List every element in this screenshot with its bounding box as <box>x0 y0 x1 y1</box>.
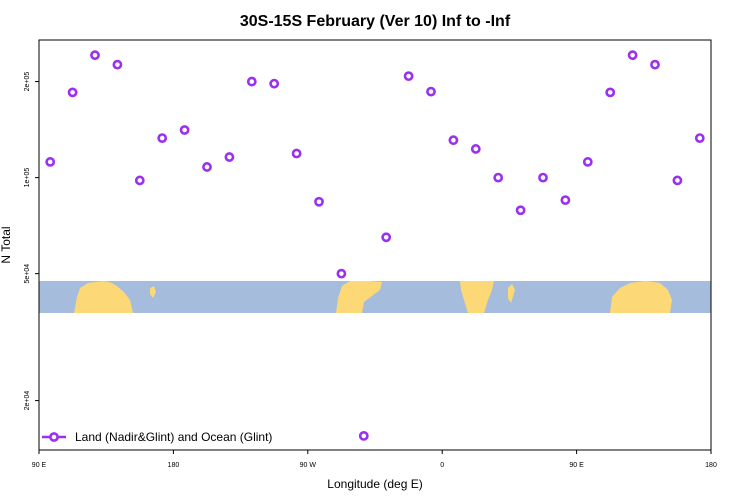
x-tick-label: 180 <box>168 462 180 469</box>
data-point <box>90 50 100 61</box>
data-point <box>560 195 571 206</box>
y-tick-label: 1e+05 <box>24 168 31 188</box>
data-point <box>112 59 123 70</box>
data-point <box>694 133 705 143</box>
data-point <box>403 71 414 82</box>
madagascar-land-2 <box>508 284 515 303</box>
south-america-land <box>336 281 382 313</box>
data-point <box>291 148 302 159</box>
plot-frame <box>38 39 712 451</box>
x-tick-label: 0 <box>440 462 444 469</box>
data-point <box>381 232 392 243</box>
legend: Land (Nadir&Glint) and Ocean (Glint) <box>42 430 272 444</box>
x-tick-label: 90 E <box>569 462 584 469</box>
y-axis-label: N Total <box>0 226 13 263</box>
data-point <box>650 59 660 70</box>
data-point <box>179 125 190 135</box>
data-points <box>45 50 705 441</box>
y-axis-ticks: 2e+04 5e+04 1e+05 2e+05 <box>24 72 39 411</box>
world-map-band <box>39 281 711 313</box>
data-point <box>582 157 593 167</box>
x-tick-label: 180 <box>705 462 717 469</box>
data-point <box>314 196 324 207</box>
data-point <box>426 86 436 97</box>
x-tick-label: 90 E <box>32 462 47 469</box>
x-axis-ticks: 90 E 180 90 W 0 90 E 180 <box>32 450 717 469</box>
legend-label: Land (Nadir&Glint) and Ocean (Glint) <box>75 430 272 444</box>
australia-land <box>610 281 672 313</box>
africa-land-2 <box>460 281 494 313</box>
data-point <box>224 152 235 162</box>
africa-land <box>74 281 133 313</box>
data-point <box>627 50 638 61</box>
data-point <box>470 144 481 154</box>
x-axis-label: Longitude (deg E) <box>327 477 422 491</box>
data-point <box>67 87 78 98</box>
data-point <box>45 157 56 167</box>
data-point <box>448 135 459 146</box>
data-point <box>538 172 548 183</box>
data-point <box>246 76 257 87</box>
data-point <box>202 162 212 172</box>
madagascar-land <box>150 286 156 298</box>
data-point <box>515 205 526 216</box>
chart-title: 30S-15S February (Ver 10) Inf to -Inf <box>240 13 511 30</box>
data-point <box>134 175 145 186</box>
data-point <box>605 87 616 98</box>
data-point <box>672 175 683 186</box>
y-tick-label: 2e+05 <box>24 72 31 92</box>
data-point <box>336 268 347 279</box>
y-tick-label: 5e+04 <box>24 264 31 284</box>
data-point <box>157 133 168 143</box>
data-point <box>493 172 504 183</box>
y-tick-label: 2e+04 <box>24 391 31 411</box>
x-tick-label: 90 W <box>300 462 317 469</box>
legend-marker <box>49 432 59 442</box>
data-point <box>358 430 369 441</box>
data-point <box>269 78 280 89</box>
